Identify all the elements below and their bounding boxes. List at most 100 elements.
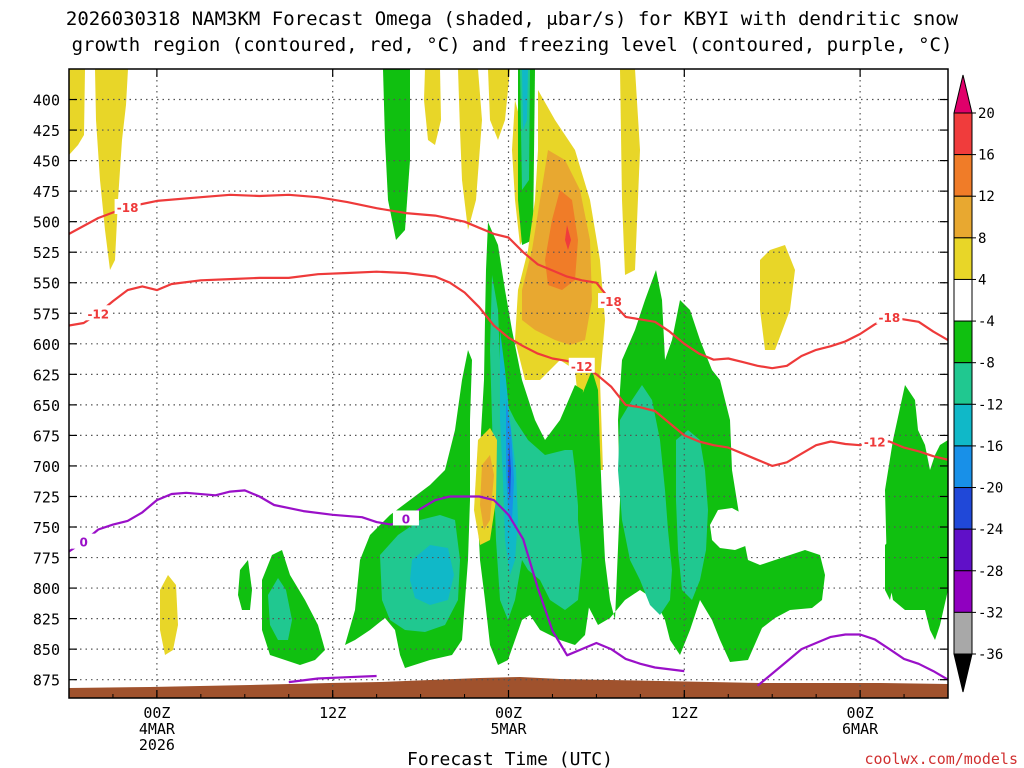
terrain-fill [69,677,948,698]
colorbar-tick-label: 16 [978,148,995,164]
colorbar-tick-label: -4 [978,314,995,330]
y-tick-label: 875 [33,672,60,690]
y-tick-label: 425 [33,122,60,140]
colorbar-swatch [953,154,973,197]
contour-line [288,674,377,684]
omega-fill-pos8 [480,455,494,530]
colorbar-bottom-triangle [953,653,973,693]
x-tick-label: 00Z [495,704,522,722]
y-tick-label: 525 [33,244,60,262]
chart-title-line1: 2026030318 NAM3KM Forecast Omega (shaded… [66,8,959,30]
omega-fill-neg4 [885,540,894,600]
omega-fill-pos4 [488,69,510,140]
contour-label-background [598,293,625,309]
y-tick-label: 800 [33,580,60,598]
contour-label: -12 [864,436,886,450]
colorbar-tick-label: -8 [978,356,995,372]
contour-label-background [861,433,888,449]
colorbar-swatch [953,445,973,489]
colorbar-tick-label: 20 [978,106,995,122]
contour-label-background [114,199,141,215]
colorbar-swatch [953,528,973,572]
contour-label: -18 [879,311,901,325]
x-tick-label: 5MAR [490,720,527,738]
y-tick-label: 750 [33,519,60,537]
colorbar-top-triangle [953,74,973,114]
omega-fill-pos4 [620,69,640,275]
colorbar-swatch [953,112,973,156]
y-tick-label: 850 [33,641,60,659]
omega-fill-hole [760,520,785,552]
contour-label: 0 [402,512,410,526]
colorbar-tick-label: -28 [978,564,1003,580]
omega-fill-neg4 [238,560,252,610]
y-tick-label: 600 [33,336,60,354]
contour-label: -18 [600,295,622,309]
colorbar-tick-label: 12 [978,189,995,205]
contour-label-background [876,308,903,324]
omega-fill-neg12 [410,545,454,605]
contour-label-background [70,533,97,549]
omega-fill-pos16 [565,225,571,250]
y-tick-label: 400 [33,92,60,110]
y-axis: 400 425 450 475 500 525 550 575 600 625 650 675 700 7… [33,92,948,690]
colorbar-tick-label: -16 [978,439,1003,455]
omega-fill-pos4 [424,69,441,145]
contour-label-background [392,510,419,526]
contour-label-background [85,305,112,321]
plot-area [69,69,948,698]
colorbar-tick-label: 8 [978,231,986,247]
contour-label: -18 [117,201,139,215]
y-tick-label: 450 [33,153,60,171]
x-tick-label: 6MAR [842,720,879,738]
colorbar-tick-label: -24 [978,522,1003,538]
x-tick-label: 4MAR [139,720,176,738]
colorbar-tick-label: -36 [978,647,1003,663]
x-tick-label: 12Z [319,704,346,722]
omega-fill-pos4 [69,69,85,155]
colorbar-swatch [953,570,973,613]
colorbar-swatch [953,320,973,364]
contour-label-background [568,357,595,373]
colorbar-tick-label: -12 [978,397,1003,413]
omega-fill-neg4 [383,69,410,240]
y-tick-label: 500 [33,214,60,232]
y-tick-label: 675 [33,427,60,445]
y-tick-label: 625 [33,366,60,384]
colorbar-swatch [953,403,973,447]
x-axis-label: Forecast Time (UTC) [407,749,613,768]
colorbar: 20 16 12 8 4 -4 -8 -12 -16 -20 -24 -28 -32 -36 [953,74,1003,693]
omega-fill-pos4 [760,245,795,350]
colorbar-tick-label: -20 [978,481,1003,497]
contour-lines: -18 -18 -18 -12 -12 -12 0 0 [69,193,948,687]
contour-label: 0 [79,536,87,550]
y-tick-label: 475 [33,183,60,201]
y-tick-label: 575 [33,305,60,323]
omega-fill-neg8 [676,430,708,600]
colorbar-swatch [953,237,973,280]
omega-fill-pos4 [160,575,178,655]
contour-label: -12 [571,360,593,374]
x-tick-label: 2026 [139,736,175,754]
omega-fill-pos12 [545,190,578,290]
colorbar-swatch [953,611,973,655]
colorbar-swatch [953,362,973,405]
grid-lines [69,69,948,698]
colorbar-swatch [953,487,973,530]
y-tick-label: 700 [33,458,60,476]
contour-label: -12 [87,307,109,321]
x-tick-label: 00Z [847,704,874,722]
colorbar-tick-label: -32 [978,605,1003,621]
chart-title-line2: growth region (contoured, red, °C) and f… [72,34,953,56]
y-tick-label: 650 [33,397,60,415]
colorbar-tick-label: 4 [978,272,986,288]
credit-text: coolwx.com/models [864,750,1018,768]
omega-fill-neg12 [522,69,528,130]
omega-fill-neg8 [268,578,292,640]
y-tick-label: 825 [33,611,60,629]
omega-fill-hole [710,508,752,550]
y-tick-label: 550 [33,275,60,293]
omega-fill-pos4 [95,69,128,270]
